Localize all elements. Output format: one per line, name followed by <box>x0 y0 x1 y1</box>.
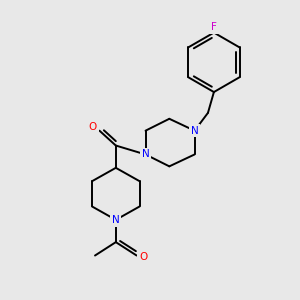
Text: O: O <box>89 122 97 132</box>
Text: F: F <box>211 22 217 32</box>
Text: N: N <box>142 149 149 160</box>
Text: O: O <box>139 252 147 262</box>
Text: N: N <box>112 215 120 225</box>
Text: N: N <box>191 126 199 136</box>
